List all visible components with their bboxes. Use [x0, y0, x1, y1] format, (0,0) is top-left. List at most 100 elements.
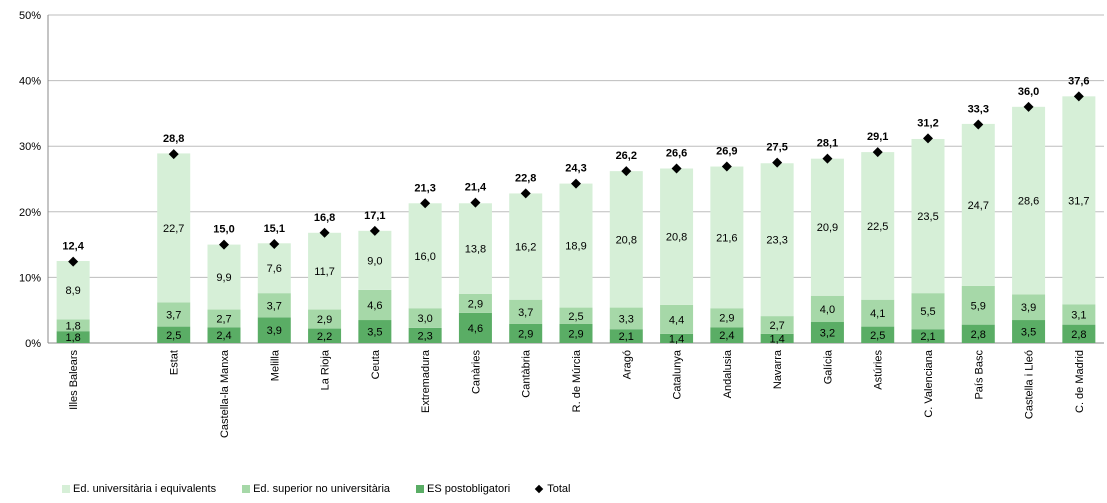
total-marker: [872, 147, 883, 158]
x-tick-label: Melilla: [269, 349, 281, 381]
data-label: 22,7: [163, 223, 184, 235]
data-label: 23,5: [917, 211, 938, 223]
bar-segment: [358, 230, 392, 290]
x-tick-label: Castella i Lleó: [1024, 350, 1036, 419]
legend-label-total: Total: [547, 483, 571, 495]
total-label: 24,3: [565, 163, 586, 175]
bar-segment: [961, 285, 995, 325]
y-tick-label: 30%: [19, 141, 41, 153]
data-label: 1,4: [669, 333, 684, 345]
bar-segment: [56, 331, 90, 343]
y-tick-label: 0%: [25, 338, 41, 350]
data-label: 3,7: [518, 307, 533, 319]
bar-segment: [559, 307, 593, 324]
data-label: 4,6: [367, 300, 382, 312]
data-label: 5,5: [920, 306, 935, 318]
total-marker: [319, 227, 330, 238]
data-label: 7,6: [267, 263, 282, 275]
x-tick-label: C. de Madrid: [1074, 350, 1086, 413]
data-label: 4,6: [468, 323, 483, 335]
data-label: 2,1: [920, 331, 935, 343]
x-tick-label: Ceuta: [370, 349, 382, 379]
bar-segment: [509, 193, 543, 300]
bar-segment: [660, 333, 694, 343]
bar-segment: [810, 158, 844, 296]
bar-segment: [710, 166, 744, 309]
total-marker: [1023, 101, 1034, 112]
bar-segment: [1012, 320, 1046, 343]
total-label: 28,8: [163, 133, 184, 145]
data-label: 3,5: [367, 327, 382, 339]
x-tick-label: La Rioja: [320, 349, 332, 390]
total-marker: [772, 157, 783, 168]
data-label: 2,5: [568, 311, 583, 323]
total-marker: [68, 256, 79, 267]
data-label: 2,8: [971, 329, 986, 341]
bar-segment: [710, 308, 744, 328]
total-marker: [973, 119, 984, 130]
data-label: 16,2: [515, 242, 536, 254]
total-label: 21,3: [414, 182, 435, 194]
bar-segment: [760, 163, 794, 317]
bar-segment: [257, 293, 291, 318]
total-marker: [168, 149, 179, 160]
data-label: 2,2: [317, 331, 332, 343]
bar-segment: [660, 168, 694, 305]
bar-segment: [509, 299, 543, 324]
legend-label-non-university: Ed. superior no universitària: [253, 483, 391, 495]
legend-label-postobligatori: ES postobligatori: [427, 483, 511, 495]
data-label: 21,6: [716, 232, 737, 244]
data-label: 2,4: [719, 330, 734, 342]
bar-segment: [458, 293, 492, 313]
legend: Ed. universitària i equivalents Ed. supe…: [62, 483, 570, 495]
data-label: 4,4: [669, 314, 684, 326]
y-tick-label: 10%: [19, 272, 41, 284]
total-label: 37,6: [1068, 75, 1089, 87]
total-label: 33,3: [968, 104, 989, 116]
bar-segment: [56, 261, 90, 320]
bar-segment: [458, 312, 492, 343]
bar-segment: [810, 295, 844, 323]
data-label: 2,9: [468, 298, 483, 310]
bar-segment: [408, 203, 442, 309]
legend-item-total: Total: [534, 483, 571, 495]
x-tick-label: Aragó: [621, 350, 633, 379]
data-label: 20,8: [666, 232, 687, 244]
x-tick-label: Estat: [169, 350, 181, 375]
data-label: 23,3: [766, 235, 787, 247]
data-label: 3,3: [619, 313, 634, 325]
data-label: 3,5: [1021, 327, 1036, 339]
bar-segment: [207, 244, 241, 310]
bar-segment: [660, 304, 694, 334]
total-label: 29,1: [867, 131, 888, 143]
data-label: 20,8: [616, 234, 637, 246]
bar-segment: [861, 299, 895, 327]
data-label: 3,0: [417, 313, 432, 325]
x-tick-label: R. de Múrcia: [571, 349, 583, 412]
bar-segment: [861, 152, 895, 300]
bar-segment: [1012, 294, 1046, 321]
total-label: 16,8: [314, 212, 335, 224]
total-label: 26,9: [716, 146, 737, 158]
bar-segment: [810, 322, 844, 343]
bar-segment: [157, 302, 191, 327]
x-tick-label: Extremadura: [420, 349, 432, 413]
bar-segment: [559, 323, 593, 343]
x-tick-label: Illes Balears: [68, 350, 80, 410]
bar-segment: [911, 293, 945, 330]
bar-segment: [760, 316, 794, 334]
bar-segment: [157, 153, 191, 303]
data-label: 3,9: [1021, 302, 1036, 314]
total-marker: [721, 161, 732, 172]
data-label: 1,8: [65, 320, 80, 332]
data-label: 4,1: [870, 308, 885, 320]
bar-segment: [1062, 324, 1096, 343]
total-marker: [1073, 91, 1084, 102]
data-label: 2,9: [719, 313, 734, 325]
data-label: 3,7: [166, 309, 181, 321]
bar-segment: [961, 123, 995, 286]
bar-segment: [760, 333, 794, 343]
total-marker: [822, 153, 833, 164]
bar-segment: [911, 329, 945, 343]
